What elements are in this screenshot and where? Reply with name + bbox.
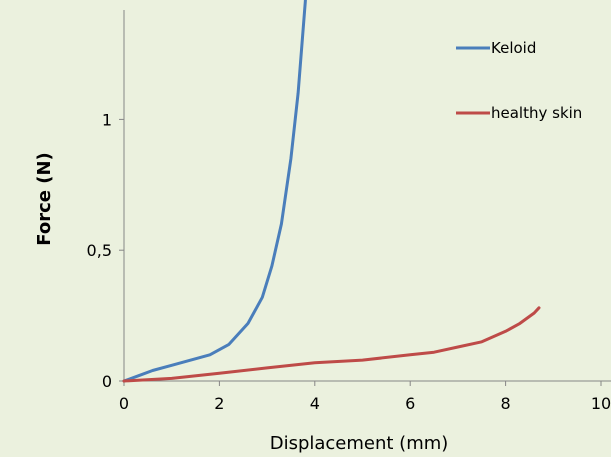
x-tick-label: 10 (591, 394, 611, 413)
legend: Keloid healthy skin (456, 39, 582, 122)
x-tick-label: 8 (501, 394, 511, 413)
x-axis-title: Displacement (mm) (270, 433, 449, 454)
x-tick-label: 0 (119, 394, 129, 413)
y-tick-label: 0 (102, 372, 112, 391)
series-line-keloid (122, 0, 307, 383)
y-axis-title: Force (N) (34, 152, 55, 245)
legend-label: healthy skin (491, 104, 582, 122)
series-line-healthy-skin (122, 306, 541, 383)
y-tick-label: 0,5 (87, 241, 112, 260)
x-tick-label: 4 (310, 394, 320, 413)
x-tick-label: 6 (405, 394, 415, 413)
legend-label: Keloid (491, 39, 536, 57)
y-tick-label: 1 (102, 110, 112, 129)
x-tick-label: 2 (214, 394, 224, 413)
